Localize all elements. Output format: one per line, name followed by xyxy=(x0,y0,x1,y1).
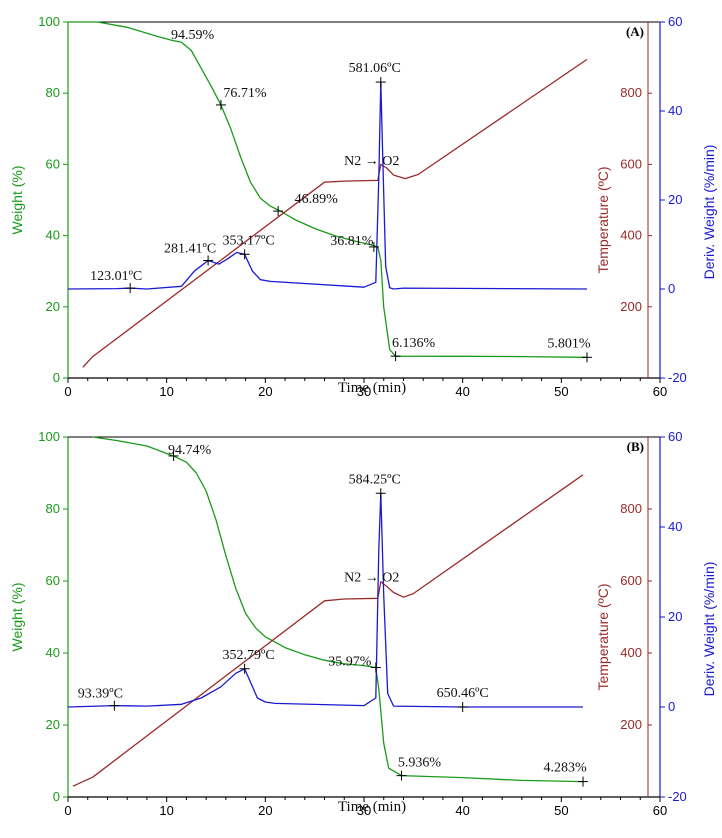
annotation-label: 94.74% xyxy=(168,443,212,458)
weight-tick-label: 60 xyxy=(46,156,60,171)
deriv-tick-label: 20 xyxy=(668,609,682,624)
temperature-tick-label: 400 xyxy=(620,228,642,243)
annotation-label: 6.136% xyxy=(392,336,436,351)
annotation-label: 4.283% xyxy=(543,761,587,776)
weight-tick-label: 20 xyxy=(46,299,60,314)
annotation-label: 123.01ºC xyxy=(90,269,142,284)
x-tick-label: 60 xyxy=(653,384,667,399)
temperature-tick-label: 800 xyxy=(620,501,642,516)
weight-tick-label: 40 xyxy=(46,645,60,660)
weight-tick-label: 40 xyxy=(46,228,60,243)
annotation-label: 650.46ºC xyxy=(437,686,489,701)
deriv-axis-label: Deriv. Weight (%/min) xyxy=(701,562,717,697)
panel-label: (B) xyxy=(627,439,644,454)
annotation-label: 281.41ºC xyxy=(164,242,216,257)
deriv-axis-label: Deriv. Weight (%/min) xyxy=(701,145,717,280)
temperature-tick-label: 600 xyxy=(620,573,642,588)
series-weight xyxy=(92,436,584,783)
annotation-label: 581.06ºC xyxy=(349,61,401,76)
temperature-axis-label: Temperature (ºC) xyxy=(595,166,611,273)
annotation-label: 93.39ºC xyxy=(78,687,123,702)
x-tick-label: 50 xyxy=(554,384,568,399)
x-tick-label: 40 xyxy=(455,384,469,399)
weight-tick-label: 100 xyxy=(38,14,60,29)
temperature-tick-label: 200 xyxy=(620,717,642,732)
x-tick-label: 60 xyxy=(653,803,667,818)
annotation-label: 352.79ºC xyxy=(223,648,275,663)
annotation-label: 353.17ºC xyxy=(223,233,275,248)
annotation-label: 5.801% xyxy=(547,336,591,351)
temperature-axis-label: Temperature (ºC) xyxy=(595,583,611,690)
x-axis-label: Time (min) xyxy=(338,799,406,815)
annotation-label: 46.89% xyxy=(295,192,339,207)
weight-tick-label: 0 xyxy=(53,789,60,804)
weight-tick-label: 0 xyxy=(53,370,60,385)
weight-tick-label: 80 xyxy=(46,501,60,516)
deriv-tick-label: 40 xyxy=(668,103,682,118)
deriv-tick-label: 60 xyxy=(668,14,682,29)
annotation-label: 35.97% xyxy=(328,655,372,670)
panel-a: 0 10 20 30 40 50 60 Time (min) 0 20 40 60 80 100 Weigh… xyxy=(9,14,717,399)
deriv-tick-label: 40 xyxy=(668,519,682,534)
annotation-label: 584.25ºC xyxy=(349,472,401,487)
panel-b: 0 10 20 30 40 50 60 Time (min) 0 20 40 60 80 100 Weigh… xyxy=(9,429,717,818)
deriv-tick-label: 20 xyxy=(668,192,682,207)
deriv-tick-label: -20 xyxy=(668,789,687,804)
panel-label: (A) xyxy=(626,24,644,39)
deriv-tick-label: 0 xyxy=(668,281,675,296)
annotation-label: 5.936% xyxy=(398,756,442,771)
weight-tick-label: 20 xyxy=(46,717,60,732)
x-tick-label: 20 xyxy=(258,803,272,818)
gas-switch-label: N2 → O2 xyxy=(344,571,399,586)
weight-axis-label: Weight (%) xyxy=(9,583,25,652)
x-axis-label: Time (min) xyxy=(338,380,406,396)
series-weight xyxy=(68,21,588,358)
weight-tick-label: 60 xyxy=(46,573,60,588)
weight-tick-label: 80 xyxy=(46,85,60,100)
annotation-label: 36.81% xyxy=(330,234,374,249)
x-tick-label: 30 xyxy=(357,803,371,818)
annotation-label: 76.71% xyxy=(223,86,267,101)
x-tick-label: 10 xyxy=(159,384,173,399)
gas-switch-label: N2 → O2 xyxy=(344,154,399,169)
series-temperature xyxy=(82,58,588,368)
x-tick-label: 0 xyxy=(64,803,71,818)
x-tick-label: 10 xyxy=(159,803,173,818)
deriv-tick-label: -20 xyxy=(668,370,687,385)
x-tick-label: 0 xyxy=(64,384,71,399)
x-tick-label: 30 xyxy=(357,384,371,399)
temperature-tick-label: 800 xyxy=(620,85,642,100)
temperature-tick-label: 200 xyxy=(620,299,642,314)
series-deriv-weight xyxy=(67,492,583,708)
deriv-tick-label: 0 xyxy=(668,699,675,714)
temperature-tick-label: 600 xyxy=(620,156,642,171)
weight-axis-label: Weight (%) xyxy=(9,166,25,235)
annotation-label: 94.59% xyxy=(171,28,215,43)
x-tick-label: 50 xyxy=(554,803,568,818)
deriv-tick-label: 60 xyxy=(668,429,682,444)
temperature-tick-label: 400 xyxy=(620,645,642,660)
series-temperature xyxy=(72,474,584,787)
x-tick-label: 20 xyxy=(258,384,272,399)
weight-tick-label: 100 xyxy=(38,429,60,444)
series-deriv-weight xyxy=(67,81,588,290)
x-tick-label: 40 xyxy=(455,803,469,818)
